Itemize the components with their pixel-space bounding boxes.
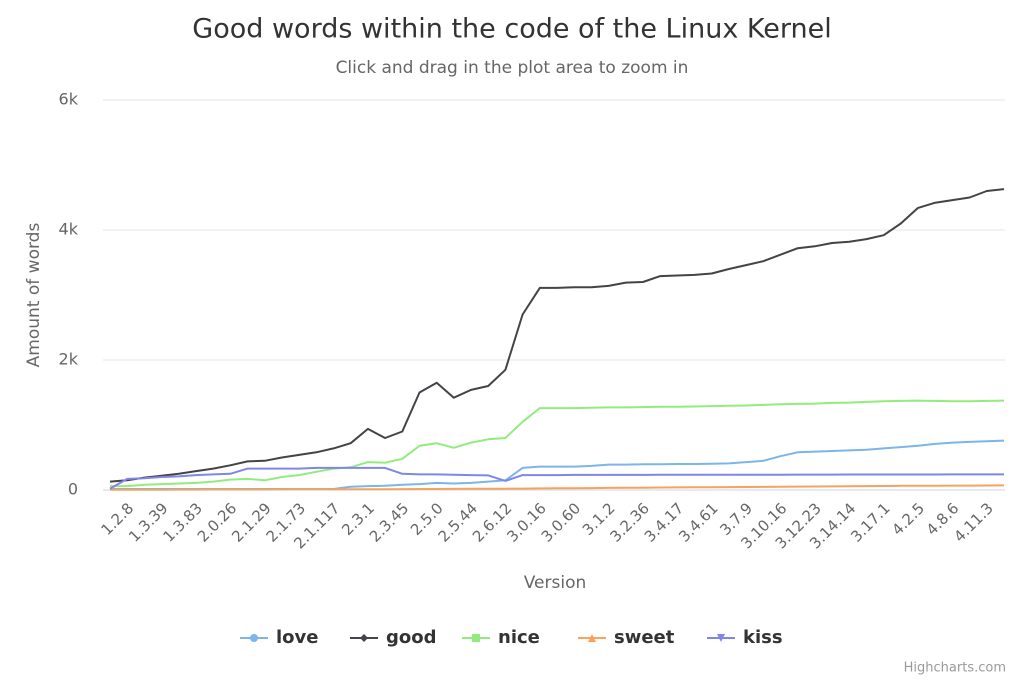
x-axis-title: Version [524,573,587,593]
legend-label: sweet [614,627,675,648]
legend-marker [250,634,258,642]
series-line [109,466,1004,490]
series-line [110,484,1005,491]
x-tick-label: 3.17.1 [847,499,893,545]
x-tick-label: 4.11.3 [950,499,996,545]
chart-subtitle: Click and drag in the plot area to zoom … [336,58,689,78]
y-tick-label: 6k [59,90,79,109]
legend-label: kiss [743,627,783,648]
credits[interactable]: Highcharts.com [904,661,1006,676]
x-tick-label: 4.2.5 [888,499,928,539]
x-tick-label: 2.3.45 [366,499,412,545]
legend-marker [360,634,368,642]
series-line [109,188,1005,483]
legend-item[interactable]: sweet [578,627,675,648]
legend-item[interactable]: good [350,627,437,648]
y-tick-label: 4k [59,220,79,239]
x-tick-label: 3.0.60 [538,499,584,545]
legend-label: good [386,627,437,648]
series-line [110,439,1005,490]
chart-title: Good words within the code of the Linux … [192,14,831,45]
series-line [110,399,1005,488]
legend-marker [472,634,480,642]
legend-item[interactable]: love [240,627,318,648]
legend-item[interactable]: nice [462,627,540,648]
legend-label: love [276,627,318,648]
x-tick-label: 3.4.61 [675,499,721,545]
y-tick-label: 0 [68,480,78,499]
legend-marker [717,634,725,642]
legend-item[interactable]: kiss [707,627,783,648]
y-tick-label: 2k [59,350,79,369]
legend-label: nice [498,627,540,648]
legend-marker [588,634,596,642]
y-axis-title: Amount of words [24,223,44,368]
